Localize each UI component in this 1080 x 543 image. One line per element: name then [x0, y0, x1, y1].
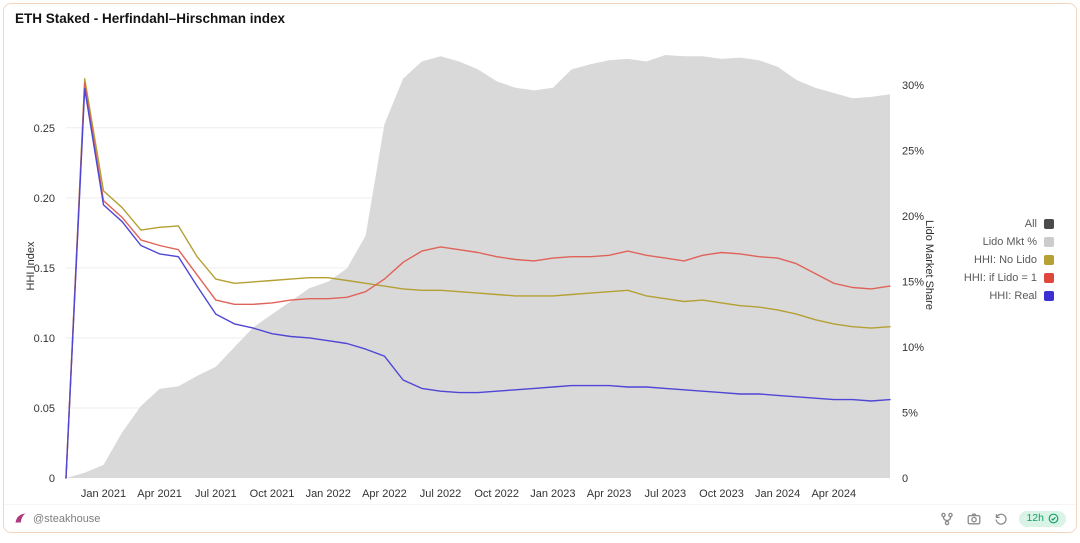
series-hhi_real	[65, 87, 891, 479]
fork-icon	[941, 512, 954, 525]
x-tick-label: Jan 2024	[755, 488, 800, 500]
x-tick-label: Oct 2023	[699, 488, 744, 500]
series-lido_mkt	[66, 55, 890, 478]
x-tick-label: Jul 2023	[645, 488, 687, 500]
footer-actions: 12h	[938, 510, 1066, 528]
right-tick-label: 15%	[902, 277, 924, 289]
x-tick-label: Apr 2024	[811, 488, 856, 500]
refresh-history-button[interactable]	[992, 510, 1010, 528]
refresh-interval-label: 12h	[1026, 512, 1044, 525]
x-tick-label: Oct 2022	[474, 488, 519, 500]
legend-swatch	[1044, 219, 1054, 229]
x-tick-label: Apr 2023	[587, 488, 632, 500]
legend-swatch	[1044, 291, 1054, 301]
left-tick-label: 0.15	[34, 263, 55, 275]
left-tick-label: 0.20	[34, 193, 55, 205]
x-tick-label: Jan 2021	[81, 488, 126, 500]
legend-swatch	[1044, 273, 1054, 283]
legend-label: HHI: if Lido = 1	[963, 272, 1037, 284]
legend: All Lido Mkt % HHI: No Lido HHI: if Lido = …	[964, 217, 1054, 303]
series-hhi_if_lido_1	[65, 82, 891, 479]
chart-title: ETH Staked - Herfindahl–Hirschman index	[15, 11, 286, 26]
x-tick-label: Jul 2021	[195, 488, 237, 500]
footer: @steakhouse	[4, 504, 1076, 532]
x-tick-label: Oct 2021	[250, 488, 295, 500]
x-tick-label: Jan 2022	[306, 488, 351, 500]
legend-item[interactable]: HHI: Real	[964, 289, 1054, 303]
refresh-interval-badge[interactable]: 12h	[1019, 510, 1066, 527]
left-tick-label: 0.05	[34, 403, 55, 415]
right-tick-label: 30%	[902, 80, 924, 92]
check-circle-icon	[1048, 513, 1059, 524]
right-tick-label: 0	[902, 473, 908, 485]
left-tick-label: 0	[49, 473, 55, 485]
legend-swatch	[1044, 237, 1054, 247]
series-hhi_no_lido	[65, 78, 891, 479]
x-tick-label: Jul 2022	[420, 488, 462, 500]
author-handle: @steakhouse	[33, 512, 101, 525]
x-tick-label: Apr 2021	[137, 488, 182, 500]
legend-item[interactable]: Lido Mkt %	[964, 235, 1054, 249]
right-tick-label: 20%	[902, 211, 924, 223]
screenshot-button[interactable]	[965, 510, 983, 528]
legend-label: HHI: No Lido	[974, 254, 1037, 266]
left-tick-label: 0.10	[34, 333, 55, 345]
left-tick-label: 0.25	[34, 123, 55, 135]
history-icon	[996, 513, 1008, 525]
author-logo-icon	[15, 513, 26, 523]
right-axis-title: Lido Market Share	[923, 220, 935, 310]
legend-item[interactable]: HHI: if Lido = 1	[964, 271, 1054, 285]
legend-item[interactable]: HHI: No Lido	[964, 253, 1054, 267]
legend-label: Lido Mkt %	[982, 236, 1037, 248]
x-tick-label: Jan 2023	[530, 488, 575, 500]
legend-swatch	[1044, 255, 1054, 265]
right-tick-label: 10%	[902, 342, 924, 354]
x-tick-label: Apr 2022	[362, 488, 407, 500]
left-axis-title: HHI Index	[25, 241, 37, 291]
camera-icon	[968, 513, 981, 524]
right-tick-label: 5%	[902, 408, 918, 420]
legend-label: HHI: Real	[989, 290, 1037, 302]
legend-label: All	[1024, 218, 1037, 230]
right-tick-label: 25%	[902, 146, 924, 158]
legend-item[interactable]: All	[964, 217, 1054, 231]
footer-author[interactable]: @steakhouse	[14, 512, 100, 525]
fork-button[interactable]	[938, 510, 956, 528]
